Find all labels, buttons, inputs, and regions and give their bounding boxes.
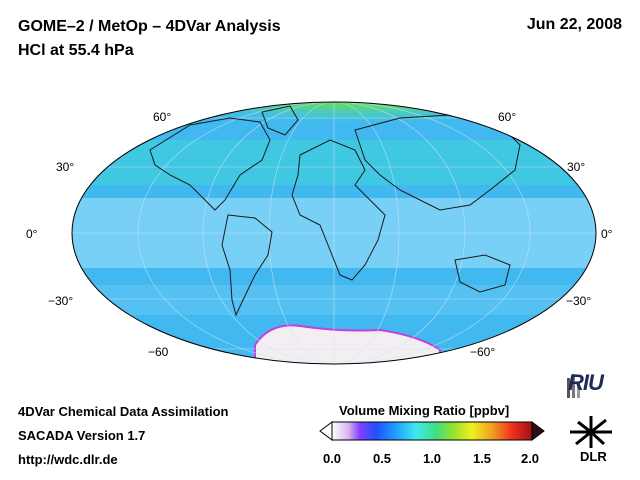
dlr-logo-icon (570, 416, 612, 448)
southern-band (72, 285, 596, 315)
date-label: Jun 22, 2008 (526, 16, 622, 33)
colorbar-tick-2: 1.0 (422, 451, 442, 466)
lat-label-left-60: 60° (153, 110, 172, 124)
colorbar-tick-1: 0.5 (372, 451, 392, 466)
north-america-outline (149, 117, 271, 211)
lat-label-left-30: 30° (56, 160, 75, 174)
lat-label-left-minus30: −30° (48, 294, 74, 308)
footer-line-1: 4DVar Chemical Data Assimilation (18, 404, 229, 419)
lat-label-right-minus60: −60° (470, 345, 496, 359)
footer-line-2: SACADA Version 1.7 (18, 428, 146, 443)
antarctica (254, 324, 441, 364)
colorbar-left-arrow (319, 421, 333, 441)
colorbar (319, 421, 545, 441)
lat-label-right-0: 0° (601, 227, 613, 241)
australia-outline (454, 254, 511, 293)
lat-label-right-minus30: −30° (566, 294, 592, 308)
lat-label-right-30: 30° (567, 160, 586, 174)
riu-logo-icon (567, 374, 580, 398)
title-line-2: HCl at 55.4 hPa (18, 42, 134, 59)
dlr-logo: DLR (580, 449, 607, 464)
lat-label-left-0: 0° (26, 227, 38, 241)
footer-url[interactable]: http://wdc.dlr.de (18, 452, 118, 467)
south-america-outline (221, 214, 273, 317)
colorbar-tick-4: 2.0 (520, 451, 540, 466)
colorbar-tick-3: 1.5 (472, 451, 492, 466)
lat-label-right-60: 60° (498, 110, 517, 124)
globe-outline (71, 101, 597, 365)
colorbar-gradient (331, 421, 533, 441)
colorbar-right-arrow (531, 421, 545, 441)
title-line-1: GOME–2 / MetOp – 4DVar Analysis (18, 18, 281, 35)
europe-africa-outline (291, 139, 386, 281)
greenland-outline (261, 105, 299, 136)
colorbar-title: Volume Mixing Ratio [ppbv] (339, 403, 510, 418)
lat-label-left-minus60: −60 (148, 345, 169, 359)
riu-logo: RIU (568, 370, 604, 395)
colorbar-tick-0: 0.0 (322, 451, 342, 466)
